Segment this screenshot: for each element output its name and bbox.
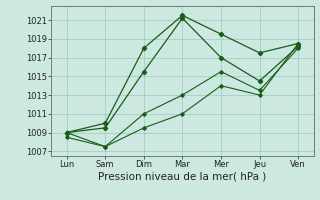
X-axis label: Pression niveau de la mer( hPa ): Pression niveau de la mer( hPa ) xyxy=(98,172,267,182)
